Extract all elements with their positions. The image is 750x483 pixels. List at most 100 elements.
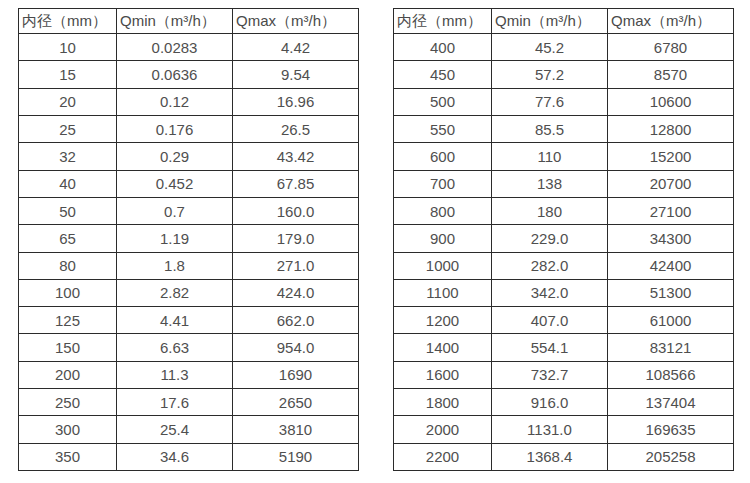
- table-cell: 1000: [394, 252, 492, 279]
- table-cell: 205258: [608, 443, 734, 470]
- table-cell: 2650: [233, 389, 359, 416]
- table-cell: 1100: [394, 279, 492, 306]
- table-cell: 179.0: [233, 225, 359, 252]
- table-cell: 1200: [394, 307, 492, 334]
- table-row: 200.1216.96: [19, 88, 359, 115]
- table-cell: 0.0283: [117, 34, 233, 61]
- table-row: 20011.31690: [19, 361, 359, 388]
- table-cell: 1400: [394, 334, 492, 361]
- table-row: 1100342.051300: [394, 279, 734, 306]
- table-cell: 2.82: [117, 279, 233, 306]
- table-row: 22001368.4205258: [394, 443, 734, 470]
- page: 内径（mm） Qmin（m³/h） Qmax（m³/h） 100.02834.4…: [0, 0, 750, 471]
- table-cell: 732.7: [492, 361, 608, 388]
- table-cell: 916.0: [492, 389, 608, 416]
- table-cell: 300: [19, 416, 117, 443]
- table-row: 1254.41662.0: [19, 307, 359, 334]
- table-cell: 4.41: [117, 307, 233, 334]
- table-row: 1002.82424.0: [19, 279, 359, 306]
- table-cell: 350: [19, 443, 117, 470]
- table-cell: 137404: [608, 389, 734, 416]
- table-cell: 180: [492, 197, 608, 224]
- table-cell: 2000: [394, 416, 492, 443]
- table-cell: 150: [19, 334, 117, 361]
- table-row: 1400554.183121: [394, 334, 734, 361]
- table-row: 651.19179.0: [19, 225, 359, 252]
- table-cell: 554.1: [492, 334, 608, 361]
- flow-table-small-diameters: 内径（mm） Qmin（m³/h） Qmax（m³/h） 100.02834.4…: [18, 8, 359, 471]
- table-row: 20001131.0169635: [394, 416, 734, 443]
- header-row: 内径（mm） Qmin（m³/h） Qmax（m³/h）: [394, 9, 734, 34]
- column-header-diameter: 内径（mm）: [394, 9, 492, 34]
- table-cell: 500: [394, 88, 492, 115]
- table-cell: 1.19: [117, 225, 233, 252]
- table-row: 25017.62650: [19, 389, 359, 416]
- table-row: 50077.610600: [394, 88, 734, 115]
- table-row: 150.06369.54: [19, 61, 359, 88]
- table-cell: 250: [19, 389, 117, 416]
- table-cell: 0.7: [117, 197, 233, 224]
- table-cell: 900: [394, 225, 492, 252]
- table-cell: 50: [19, 197, 117, 224]
- table-row: 70013820700: [394, 170, 734, 197]
- table-cell: 400: [394, 34, 492, 61]
- table-cell: 125: [19, 307, 117, 334]
- table-row: 1506.63954.0: [19, 334, 359, 361]
- table-cell: 51300: [608, 279, 734, 306]
- table-cell: 800: [394, 197, 492, 224]
- table-cell: 15200: [608, 143, 734, 170]
- table-row: 400.45267.85: [19, 170, 359, 197]
- table-cell: 550: [394, 115, 492, 142]
- table-cell: 34300: [608, 225, 734, 252]
- table-cell: 43.42: [233, 143, 359, 170]
- table-cell: 1368.4: [492, 443, 608, 470]
- table-cell: 0.12: [117, 88, 233, 115]
- table-cell: 138: [492, 170, 608, 197]
- table-row: 250.17626.5: [19, 115, 359, 142]
- table-cell: 0.0636: [117, 61, 233, 88]
- table-row: 80018027100: [394, 197, 734, 224]
- table-cell: 229.0: [492, 225, 608, 252]
- table-cell: 6780: [608, 34, 734, 61]
- table-cell: 5190: [233, 443, 359, 470]
- table-cell: 10600: [608, 88, 734, 115]
- table-cell: 600: [394, 143, 492, 170]
- table-cell: 1600: [394, 361, 492, 388]
- table-cell: 42400: [608, 252, 734, 279]
- table-cell: 100: [19, 279, 117, 306]
- table-cell: 20: [19, 88, 117, 115]
- column-header-qmax: Qmax（m³/h）: [233, 9, 359, 34]
- table-cell: 85.5: [492, 115, 608, 142]
- table-cell: 40: [19, 170, 117, 197]
- table-cell: 3810: [233, 416, 359, 443]
- table-cell: 160.0: [233, 197, 359, 224]
- table-cell: 32: [19, 143, 117, 170]
- table-cell: 271.0: [233, 252, 359, 279]
- table-cell: 2200: [394, 443, 492, 470]
- table-cell: 16.96: [233, 88, 359, 115]
- column-header-qmin: Qmin（m³/h）: [117, 9, 233, 34]
- table-body: 40045.2678045057.2857050077.61060055085.…: [394, 34, 734, 471]
- table-cell: 407.0: [492, 307, 608, 334]
- table-cell: 424.0: [233, 279, 359, 306]
- table-row: 45057.28570: [394, 61, 734, 88]
- table-cell: 17.6: [117, 389, 233, 416]
- table-cell: 108566: [608, 361, 734, 388]
- table-cell: 9.54: [233, 61, 359, 88]
- table-cell: 65: [19, 225, 117, 252]
- table-row: 1200407.061000: [394, 307, 734, 334]
- table-cell: 1131.0: [492, 416, 608, 443]
- table-cell: 0.452: [117, 170, 233, 197]
- table-cell: 25: [19, 115, 117, 142]
- table-row: 55085.512800: [394, 115, 734, 142]
- table-row: 500.7160.0: [19, 197, 359, 224]
- table-cell: 11.3: [117, 361, 233, 388]
- column-header-qmax: Qmax（m³/h）: [608, 9, 734, 34]
- table-cell: 83121: [608, 334, 734, 361]
- table-cell: 8570: [608, 61, 734, 88]
- table-row: 40045.26780: [394, 34, 734, 61]
- table-cell: 34.6: [117, 443, 233, 470]
- table-cell: 282.0: [492, 252, 608, 279]
- table-cell: 77.6: [492, 88, 608, 115]
- table-row: 900229.034300: [394, 225, 734, 252]
